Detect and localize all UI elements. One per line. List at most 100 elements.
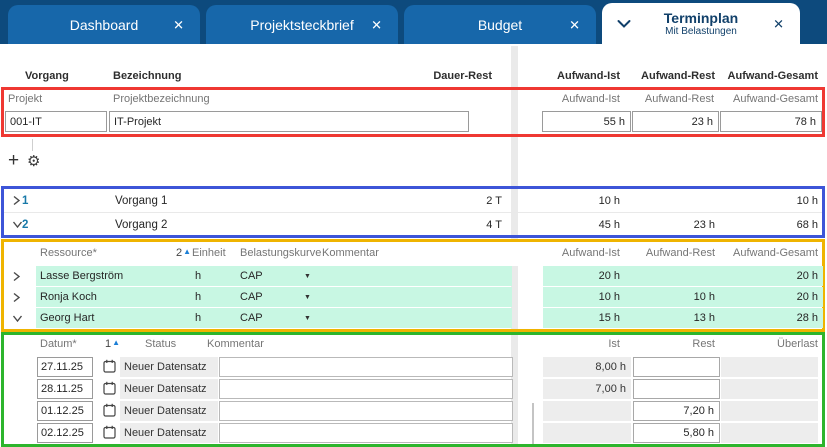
task-aufwand-rest: 23 h — [693, 218, 715, 231]
task-row[interactable]: 2 Vorgang 2 4 T 45 h 23 h 68 h — [4, 213, 822, 236]
load-curve-cell: CAP — [240, 312, 263, 324]
ueberlast-cell — [721, 379, 818, 399]
project-id-input[interactable]: 001-IT — [5, 111, 107, 132]
col-header-ressource[interactable]: Ressource* — [40, 247, 97, 259]
task-aufwand-gesamt: 68 h — [796, 218, 818, 231]
col-header-bezeichnung: Bezeichnung — [113, 70, 182, 82]
chevron-down-icon[interactable] — [12, 213, 23, 236]
resource-aufwand-rest — [627, 266, 715, 286]
resource-aufwand-gesamt: 20 h — [796, 291, 818, 303]
col-header-aufwand-gesamt: Aufwand-Gesamt — [727, 70, 818, 82]
resource-row-bg — [36, 287, 512, 307]
project-aufwand-gesamt-input[interactable]: 78 h — [720, 111, 822, 132]
date-input[interactable]: 27.11.25 — [37, 357, 93, 377]
settings-gear-icon[interactable]: ⚙ — [27, 153, 41, 170]
col-header-einheit[interactable]: Einheit — [192, 247, 226, 259]
aufwand-ist-label: Aufwand-Ist — [561, 93, 620, 105]
col-header-datum[interactable]: Datum* — [40, 338, 77, 350]
daily-row[interactable]: 02.12.25 Neuer Datensatz 5,80 h — [4, 422, 822, 444]
close-icon[interactable]: ✕ — [371, 17, 382, 32]
rest-input[interactable] — [633, 357, 720, 377]
comment-input[interactable] — [219, 357, 513, 377]
chevron-right-icon[interactable] — [12, 266, 21, 286]
ist-cell — [543, 401, 631, 421]
aufwand-rest-label: Aufwand-Rest — [644, 93, 714, 105]
task-number: 1 — [22, 194, 29, 207]
date-input[interactable]: 28.11.25 — [37, 379, 93, 399]
dropdown-icon[interactable]: ▼ — [304, 293, 311, 301]
col-header-ueberlast[interactable]: Überlast — [777, 338, 818, 350]
task-duration: 4 T — [486, 218, 502, 231]
col-header-aufwand-rest: Aufwand-Rest — [641, 70, 715, 82]
resource-row-bg — [36, 266, 512, 286]
load-curve-cell: CAP — [240, 291, 263, 303]
resource-aufwand-ist: 10 h — [598, 291, 620, 303]
rest-input[interactable]: 5,80 h — [633, 423, 720, 443]
resource-aufwand-rest: 10 h — [693, 291, 715, 303]
scrollbar[interactable] — [532, 403, 534, 444]
task-aufwand-gesamt: 10 h — [796, 194, 818, 207]
tab-dashboard[interactable]: Dashboard ✕ — [8, 5, 200, 44]
close-icon[interactable]: ✕ — [773, 16, 784, 31]
resource-row[interactable]: Lasse Bergström h CAP ▼ 20 h 20 h — [4, 266, 823, 287]
date-input[interactable]: 02.12.25 — [37, 423, 93, 443]
comment-input[interactable] — [219, 401, 513, 421]
calendar-icon[interactable] — [103, 403, 116, 422]
chevron-right-icon[interactable] — [12, 189, 21, 212]
date-input[interactable]: 01.12.25 — [37, 401, 93, 421]
status-cell[interactable]: Neuer Datensatz — [120, 423, 218, 443]
add-row-button[interactable]: + — [8, 150, 20, 171]
col-header-belastungskurve[interactable]: Belastungskurve — [240, 247, 322, 259]
col-header-aufwand-rest[interactable]: Aufwand-Rest — [645, 247, 715, 259]
project-aufwand-ist-input[interactable]: 55 h — [542, 111, 631, 132]
comment-input[interactable] — [219, 423, 513, 443]
rest-input[interactable]: 7,20 h — [633, 401, 720, 421]
aufwand-gesamt-label: Aufwand-Gesamt — [733, 93, 818, 105]
resource-name: Ronja Koch — [40, 291, 97, 303]
status-cell[interactable]: Neuer Datensatz — [120, 401, 218, 421]
daily-row[interactable]: 28.11.25 Neuer Datensatz 7,00 h — [4, 378, 822, 400]
calendar-icon[interactable] — [103, 359, 116, 378]
resource-header-row: Ressource* 2▲ Einheit Belastungskurve Ko… — [4, 242, 822, 266]
project-name-input[interactable]: IT-Projekt — [109, 111, 469, 132]
tab-terminplan[interactable]: Terminplan Mit Belastungen ✕ — [602, 3, 800, 44]
status-cell[interactable]: Neuer Datensatz — [120, 357, 218, 377]
resource-row-bg — [543, 266, 823, 286]
status-cell[interactable]: Neuer Datensatz — [120, 379, 218, 399]
col-header-ist[interactable]: Ist — [608, 338, 620, 350]
close-icon[interactable]: ✕ — [173, 17, 184, 32]
chevron-down-icon[interactable] — [617, 19, 631, 28]
task-row[interactable]: 1 Vorgang 1 2 T 10 h 10 h — [4, 189, 822, 213]
tab-projektsteckbrief[interactable]: Projektsteckbrief ✕ — [206, 5, 398, 44]
col-header-kommentar[interactable]: Kommentar — [322, 247, 379, 259]
close-icon[interactable]: ✕ — [569, 17, 580, 32]
resource-row-bg — [543, 287, 823, 307]
resource-row[interactable]: Georg Hart h CAP ▼ 15 h 13 h 28 h — [4, 308, 823, 329]
project-name-label: Projektbezeichnung — [113, 93, 210, 105]
tab-title: Terminplan — [663, 9, 739, 26]
col-header-kommentar[interactable]: Kommentar — [207, 338, 264, 350]
daily-row[interactable]: 27.11.25 Neuer Datensatz 8,00 h — [4, 356, 822, 378]
col-header-rest[interactable]: Rest — [692, 338, 715, 350]
chevron-down-icon[interactable] — [12, 308, 23, 328]
ist-cell — [543, 423, 631, 443]
comment-input[interactable] — [219, 379, 513, 399]
rest-input[interactable] — [633, 379, 720, 399]
sort-badge[interactable]: 2▲ — [176, 247, 192, 259]
sort-asc-icon: ▲ — [183, 247, 192, 256]
calendar-icon[interactable] — [103, 425, 116, 444]
tab-budget[interactable]: Budget ✕ — [404, 5, 596, 44]
resource-row[interactable]: Ronja Koch h CAP ▼ 10 h 10 h 20 h — [4, 287, 823, 308]
col-header-aufwand-gesamt[interactable]: Aufwand-Gesamt — [733, 247, 818, 259]
col-header-dauer-rest: Dauer-Rest — [433, 70, 492, 82]
daily-row[interactable]: 01.12.25 Neuer Datensatz 7,20 h — [4, 400, 822, 422]
chevron-right-icon[interactable] — [12, 287, 21, 307]
calendar-icon[interactable] — [103, 381, 116, 400]
dropdown-icon[interactable]: ▼ — [304, 272, 311, 280]
col-header-aufwand-ist[interactable]: Aufwand-Ist — [561, 247, 620, 259]
col-header-status[interactable]: Status — [145, 338, 177, 350]
project-aufwand-rest-input[interactable]: 23 h — [632, 111, 719, 132]
sort-badge[interactable]: 1▲ — [105, 338, 121, 350]
dropdown-icon[interactable]: ▼ — [304, 314, 311, 322]
